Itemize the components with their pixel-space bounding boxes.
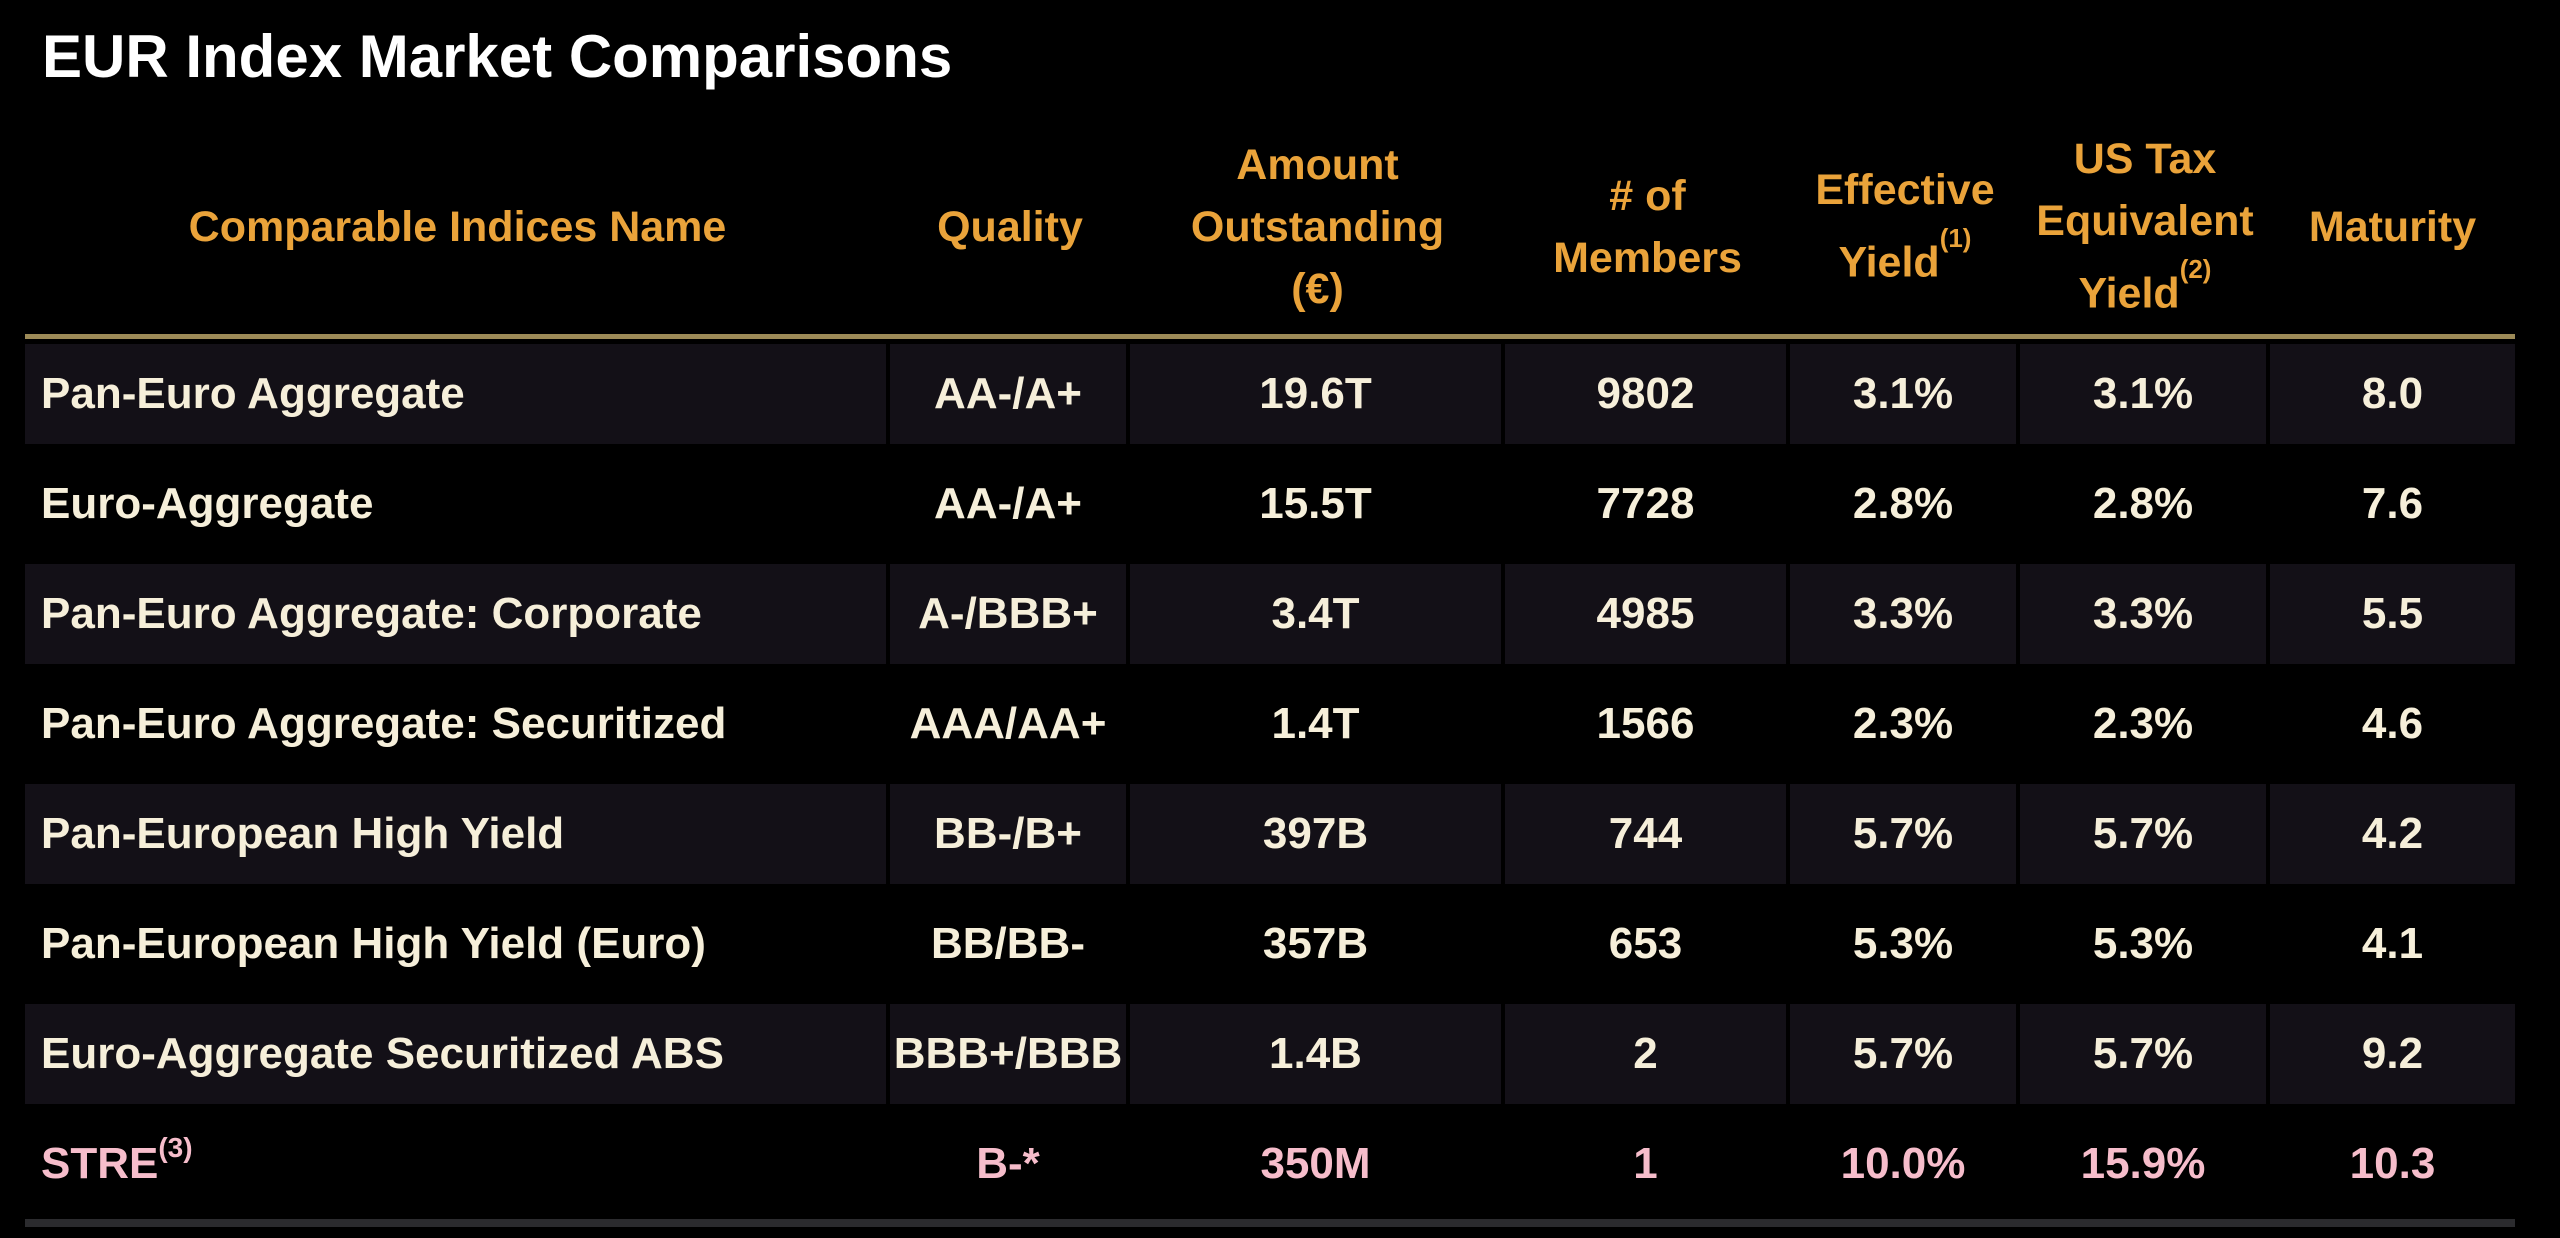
footnote-marker-1: (1) xyxy=(1939,223,1972,254)
cell-tax-equivalent-yield: 5.3% xyxy=(2020,889,2270,999)
cell-effective-yield: 5.3% xyxy=(1790,889,2020,999)
cell-amount: 15.5T xyxy=(1130,449,1505,559)
header-label: (€) xyxy=(1291,264,1344,313)
cell-amount: 19.6T xyxy=(1130,344,1505,444)
footnote-marker-3: (3) xyxy=(158,1132,193,1163)
cell-effective-yield: 5.7% xyxy=(1790,1004,2020,1104)
table-row-stre: STRE (3) B-* 350M 1 10.0% 15.9% 10.3 xyxy=(25,1109,2515,1219)
cell-quality: AAA/AA+ xyxy=(890,669,1130,779)
table-row: Euro-Aggregate Securitized ABS BBB+/BBB … xyxy=(25,999,2515,1109)
cell-amount: 1.4T xyxy=(1130,669,1505,779)
header-label: Comparable Indices Name xyxy=(188,202,727,251)
table-row: Pan-Euro Aggregate: Securitized AAA/AA+ … xyxy=(25,669,2515,779)
cell-tax-equivalent-yield: 2.8% xyxy=(2020,449,2270,559)
cell-quality: BBB+/BBB xyxy=(890,1004,1130,1104)
header-label: Quality xyxy=(937,202,1083,251)
cell-members: 2 xyxy=(1505,1004,1790,1104)
cell-name: Pan-European High Yield xyxy=(25,784,890,884)
cell-quality: AA-/A+ xyxy=(890,449,1130,559)
cell-members: 9802 xyxy=(1505,344,1790,444)
cell-name: Pan-Euro Aggregate: Securitized xyxy=(25,669,890,779)
header-divider-line xyxy=(25,334,2515,339)
header-label: US Tax xyxy=(2073,135,2217,184)
cell-effective-yield: 3.3% xyxy=(1790,564,2020,664)
cell-effective-yield: 2.3% xyxy=(1790,669,2020,779)
table-bottom-divider xyxy=(25,1219,2515,1227)
cell-tax-equivalent-yield: 15.9% xyxy=(2020,1109,2270,1219)
cell-tax-equivalent-yield: 3.3% xyxy=(2020,564,2270,664)
cell-members: 7728 xyxy=(1505,449,1790,559)
cell-maturity: 8.0 xyxy=(2361,369,2424,418)
table-row: Euro-Aggregate AA-/A+ 15.5T 7728 2.8% 2.… xyxy=(25,449,2515,559)
header-label: # of xyxy=(1609,171,1686,220)
cell-maturity: 10.3 xyxy=(2349,1139,2436,1188)
cell-effective-yield: 3.1% xyxy=(1790,344,2020,444)
page-title: EUR Index Market Comparisons xyxy=(42,23,953,90)
comparison-table: Comparable Indices Name Quality Amount O… xyxy=(25,119,2515,1227)
cell-tax-equivalent-yield: 2.3% xyxy=(2020,669,2270,779)
cell-name: Euro-Aggregate Securitized ABS xyxy=(25,1004,890,1104)
cell-amount: 3.4T xyxy=(1130,564,1505,664)
header-label: Amount xyxy=(1236,140,1399,189)
header-cell-members: # of Members xyxy=(1505,165,1790,289)
cell-maturity: 4.1 xyxy=(2361,919,2424,968)
header-label: Yield(2) xyxy=(2078,254,2212,318)
cell-members: 4985 xyxy=(1505,564,1790,664)
cell-amount: 350M xyxy=(1130,1109,1505,1219)
header-cell-tax-equivalent-yield: US Tax Equivalent Yield(2) xyxy=(2020,128,2270,324)
header-label: Effective xyxy=(1815,166,1995,215)
cell-amount: 357B xyxy=(1130,889,1505,999)
footnote-marker-2: (2) xyxy=(2179,254,2212,285)
header-label: Members xyxy=(1553,233,1742,282)
header-label: Yield(1) xyxy=(1838,223,1972,287)
cell-members: 1566 xyxy=(1505,669,1790,779)
cell-quality: AA-/A+ xyxy=(890,344,1130,444)
cell-maturity: 4.2 xyxy=(2361,809,2424,858)
cell-tax-equivalent-yield: 3.1% xyxy=(2020,344,2270,444)
table-row: Pan-European High Yield BB-/B+ 397B 744 … xyxy=(25,779,2515,889)
table-row: Pan-Euro Aggregate AA-/A+ 19.6T 9802 3.1… xyxy=(25,339,2515,449)
header-cell-amount-outstanding: Amount Outstanding (€) xyxy=(1130,134,1505,320)
cell-amount: 397B xyxy=(1130,784,1505,884)
cell-maturity: 4.6 xyxy=(2361,699,2424,748)
header-label: Equivalent xyxy=(2036,197,2254,246)
cell-name: STRE (3) xyxy=(25,1109,890,1219)
cell-name: Pan-European High Yield (Euro) xyxy=(25,889,890,999)
header-label: Outstanding xyxy=(1190,202,1445,251)
cell-quality: A-/BBB+ xyxy=(890,564,1130,664)
cell-amount: 1.4B xyxy=(1130,1004,1505,1104)
cell-maturity: 7.6 xyxy=(2361,479,2424,528)
cell-tax-equivalent-yield: 5.7% xyxy=(2020,784,2270,884)
cell-members: 744 xyxy=(1505,784,1790,884)
cell-maturity: 9.2 xyxy=(2361,1029,2424,1078)
header-cell-maturity: Maturity xyxy=(2270,196,2515,258)
cell-members: 1 xyxy=(1505,1109,1790,1219)
cell-quality: B-* xyxy=(890,1109,1130,1219)
table-row: Pan-European High Yield (Euro) BB/BB- 35… xyxy=(25,889,2515,999)
cell-quality: BB/BB- xyxy=(890,889,1130,999)
cell-quality: BB-/B+ xyxy=(890,784,1130,884)
header-cell-name: Comparable Indices Name xyxy=(25,196,890,258)
cell-effective-yield: 5.7% xyxy=(1790,784,2020,884)
cell-name: Pan-Euro Aggregate: Corporate xyxy=(25,564,890,664)
cell-maturity: 5.5 xyxy=(2361,589,2424,638)
header-cell-quality: Quality xyxy=(890,196,1130,258)
cell-name: Pan-Euro Aggregate xyxy=(25,344,890,444)
cell-name: Euro-Aggregate xyxy=(25,449,890,559)
cell-tax-equivalent-yield: 5.7% xyxy=(2020,1004,2270,1104)
header-label: Maturity xyxy=(2308,202,2477,251)
cell-members: 653 xyxy=(1505,889,1790,999)
table-row: Pan-Euro Aggregate: Corporate A-/BBB+ 3.… xyxy=(25,559,2515,669)
table-header-row: Comparable Indices Name Quality Amount O… xyxy=(25,119,2515,334)
header-cell-effective-yield: Effective Yield(1) xyxy=(1790,159,2020,293)
cell-effective-yield: 10.0% xyxy=(1790,1109,2020,1219)
cell-effective-yield: 2.8% xyxy=(1790,449,2020,559)
